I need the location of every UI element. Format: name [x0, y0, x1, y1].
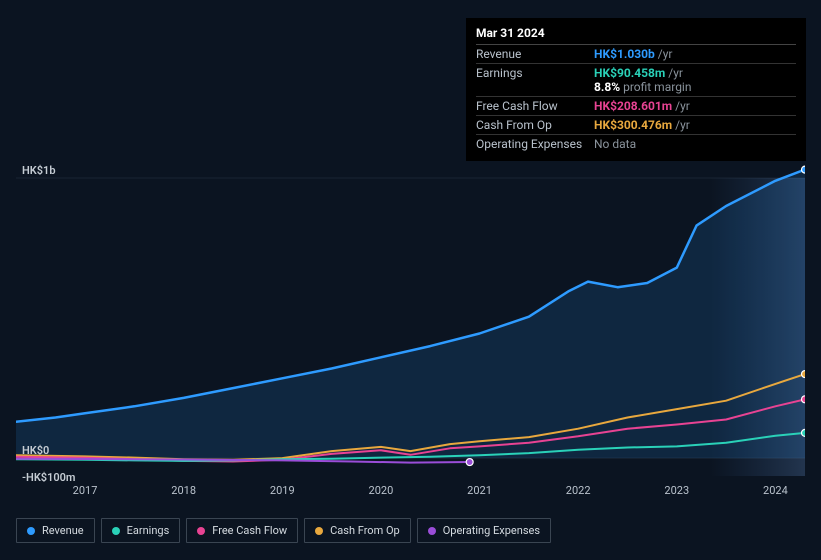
tooltip-row-label: Revenue [476, 45, 594, 64]
chart-svg[interactable] [16, 158, 805, 480]
hover-tooltip: Mar 31 2024 RevenueHK$1.030b /yrEarnings… [466, 18, 806, 161]
x-axis: 2017 2018 2019 2020 2021 2022 2023 2024 [16, 484, 805, 500]
root: Mar 31 2024 RevenueHK$1.030b /yrEarnings… [0, 0, 821, 560]
tooltip-row: Cash From OpHK$300.476m /yr [476, 116, 796, 135]
legend-dot-icon [197, 527, 205, 535]
x-axis-label: 2020 [369, 484, 394, 497]
tooltip-row: Operating ExpensesNo data [476, 135, 796, 154]
tooltip-table: RevenueHK$1.030b /yrEarningsHK$90.458m /… [476, 45, 796, 153]
x-axis-label: 2018 [171, 484, 196, 497]
tooltip-row-value: HK$300.476m /yr [594, 116, 796, 135]
tooltip-row-value: HK$90.458m /yr8.8% profit margin [594, 64, 796, 97]
tooltip-date: Mar 31 2024 [476, 24, 796, 45]
tooltip-row-value: HK$208.601m /yr [594, 97, 796, 116]
tooltip-row: EarningsHK$90.458m /yr8.8% profit margin [476, 64, 796, 97]
x-axis-label: 2019 [270, 484, 295, 497]
x-axis-label: 2017 [73, 484, 98, 497]
series-fill-revenue [16, 170, 805, 459]
legend-item-free-cash-flow[interactable]: Free Cash Flow [186, 518, 298, 543]
series-endpoint [802, 396, 806, 403]
tooltip-row-label: Earnings [476, 64, 594, 97]
tooltip-row: RevenueHK$1.030b /yr [476, 45, 796, 64]
tooltip-row: Free Cash FlowHK$208.601m /yr [476, 97, 796, 116]
legend-label: Cash From Op [330, 524, 400, 537]
tooltip-row-label: Operating Expenses [476, 135, 594, 154]
x-axis-label: 2023 [664, 484, 689, 497]
series-endpoint [466, 459, 473, 466]
legend-item-earnings[interactable]: Earnings [101, 518, 181, 543]
legend-dot-icon [428, 527, 436, 535]
tooltip-row-label: Cash From Op [476, 116, 594, 135]
x-axis-label: 2024 [763, 484, 788, 497]
chart-area: HK$1bHK$0-HK$100m [16, 158, 805, 480]
legend-label: Operating Expenses [443, 524, 540, 537]
legend: Revenue Earnings Free Cash Flow Cash From O… [16, 518, 551, 543]
legend-label: Free Cash Flow [212, 524, 287, 537]
x-axis-label: 2021 [467, 484, 492, 497]
tooltip-row-value: No data [594, 135, 796, 154]
legend-item-revenue[interactable]: Revenue [16, 518, 95, 543]
legend-dot-icon [315, 527, 323, 535]
legend-label: Earnings [127, 524, 170, 537]
legend-item-cash-from-op[interactable]: Cash From Op [304, 518, 411, 543]
series-endpoint [802, 371, 806, 378]
series-endpoint [802, 166, 806, 173]
series-endpoint [802, 429, 806, 436]
tooltip-row-value: HK$1.030b /yr [594, 45, 796, 64]
legend-label: Revenue [42, 524, 84, 537]
tooltip-row-label: Free Cash Flow [476, 97, 594, 116]
x-axis-label: 2022 [566, 484, 591, 497]
legend-item-operating-expenses[interactable]: Operating Expenses [417, 518, 551, 543]
legend-dot-icon [27, 527, 35, 535]
legend-dot-icon [112, 527, 120, 535]
